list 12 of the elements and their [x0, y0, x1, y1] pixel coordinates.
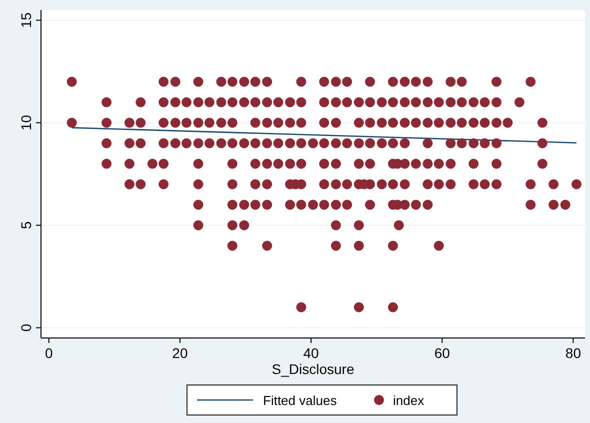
x-tick-label: 80	[565, 345, 582, 361]
y-tick-label: 15	[18, 12, 34, 28]
legend-label: Fitted values	[263, 393, 338, 408]
x-tick-label: 0	[44, 345, 53, 361]
x-axis-title: S_Disclosure	[272, 361, 354, 377]
y-tick-label: 5	[18, 221, 34, 230]
x-tick-label: 40	[303, 345, 320, 361]
legend-label: index	[393, 393, 425, 408]
y-tick-label: 0	[18, 324, 34, 332]
x-tick-label: 60	[434, 345, 450, 361]
x-tick-label: 20	[172, 345, 188, 361]
y-tick-label: 10	[18, 114, 34, 131]
